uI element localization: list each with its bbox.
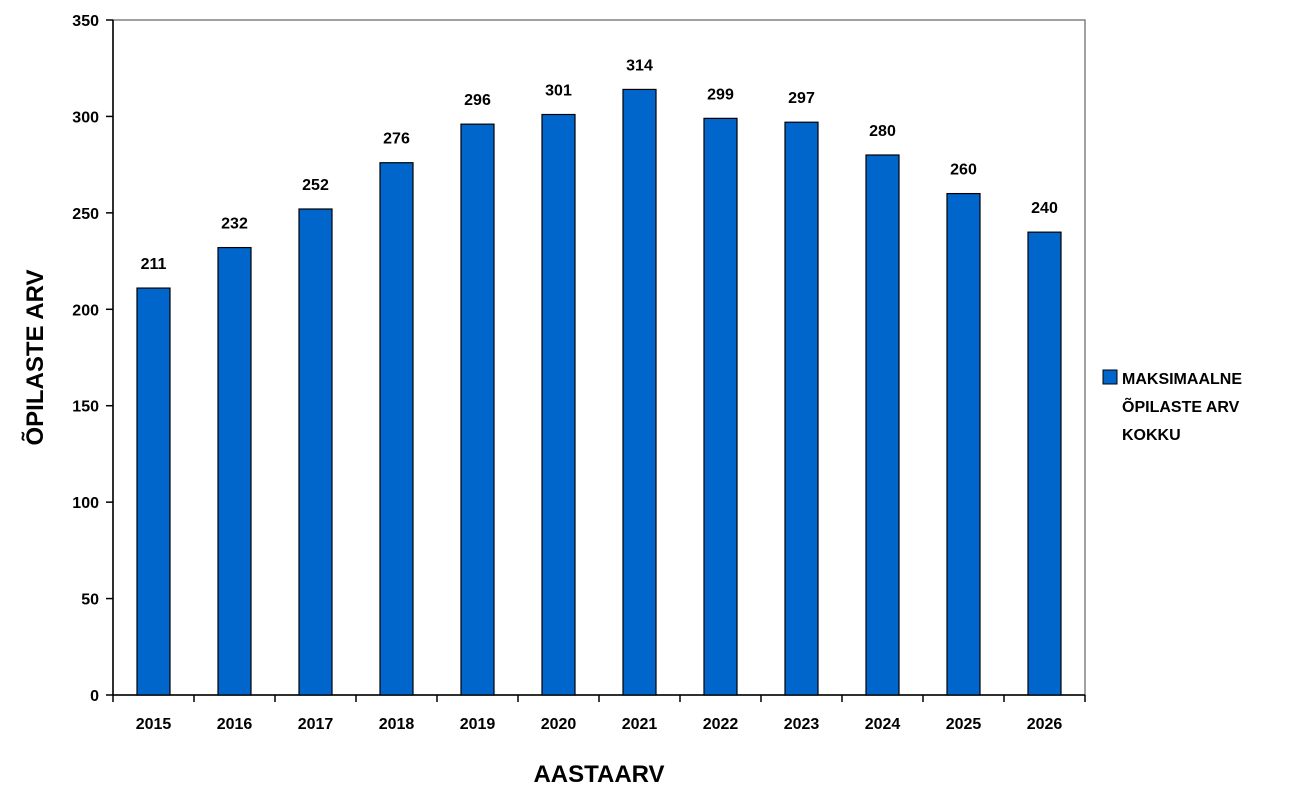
bar: [541, 113, 576, 696]
x-tick-label: 2022: [703, 716, 739, 733]
bar-series: [136, 88, 1062, 696]
x-tick-label: 2026: [1027, 716, 1063, 733]
bar-value-label: 276: [383, 131, 410, 148]
bar: [946, 192, 981, 696]
legend-swatch: [1102, 369, 1118, 385]
y-tick-label: 150: [72, 399, 99, 416]
x-tick-label: 2025: [946, 716, 982, 733]
bar-value-label: 232: [221, 216, 248, 233]
bar-value-label: 301: [545, 83, 572, 100]
bar: [379, 162, 414, 696]
x-tick-label: 2021: [622, 716, 658, 733]
plot-frame: [112, 19, 1086, 696]
bar: [298, 208, 333, 696]
data-labels: 211 232 252 276 296 301 314 299 297 280 260 240: [141, 57, 1058, 273]
y-tick-label: 300: [72, 109, 99, 126]
y-axis-title: ÕPILASTE ARV: [21, 269, 49, 445]
legend: MAKSIMAALNE ÕPILASTE ARV KOKKU: [1102, 369, 1242, 444]
bar: [1027, 231, 1062, 696]
bar-value-label: 314: [626, 57, 653, 74]
bar: [460, 123, 495, 696]
bar-value-label: 296: [464, 92, 491, 109]
legend-label-line-3: KOKKU: [1122, 427, 1181, 444]
bar: [136, 287, 171, 696]
x-axis-title: AASTAARV: [533, 761, 664, 788]
x-tick-label: 2020: [541, 716, 577, 733]
y-tick-label: 0: [90, 688, 99, 705]
bar: [865, 154, 900, 696]
bar-value-label: 211: [141, 256, 167, 273]
y-tick-label: 50: [81, 592, 99, 609]
y-tick-label: 250: [72, 206, 99, 223]
y-axis: 0 50 100 150 200 250 300 350: [72, 13, 114, 705]
x-tick-label: 2023: [784, 716, 820, 733]
plot-area: [112, 19, 1086, 696]
bar: [784, 121, 819, 696]
y-tick-label: 350: [72, 13, 99, 30]
legend-label-line-1: MAKSIMAALNE: [1122, 371, 1242, 388]
bar-value-label: 260: [950, 162, 977, 179]
y-tick-label: 100: [72, 495, 99, 512]
bar: [703, 117, 738, 696]
x-tick-label: 2018: [379, 716, 415, 733]
x-tick-label: 2024: [865, 716, 901, 733]
legend-label-line-2: ÕPILASTE ARV: [1122, 396, 1240, 416]
bar: [217, 246, 252, 696]
bar-value-label: 280: [869, 123, 896, 140]
x-axis: 2015 2016 2017 2018 2019 2020 2021 2022 2023 2024…: [112, 694, 1086, 733]
x-tick-label: 2019: [460, 716, 496, 733]
bar-value-label: 240: [1031, 200, 1058, 217]
bar-value-label: 299: [707, 86, 734, 103]
y-tick-label: 200: [72, 302, 99, 319]
bar: [622, 88, 657, 696]
x-tick-label: 2016: [217, 716, 253, 733]
x-tick-label: 2015: [136, 716, 172, 733]
bar-value-label: 297: [788, 90, 815, 107]
bar-value-label: 252: [302, 177, 329, 194]
x-tick-label: 2017: [298, 716, 334, 733]
